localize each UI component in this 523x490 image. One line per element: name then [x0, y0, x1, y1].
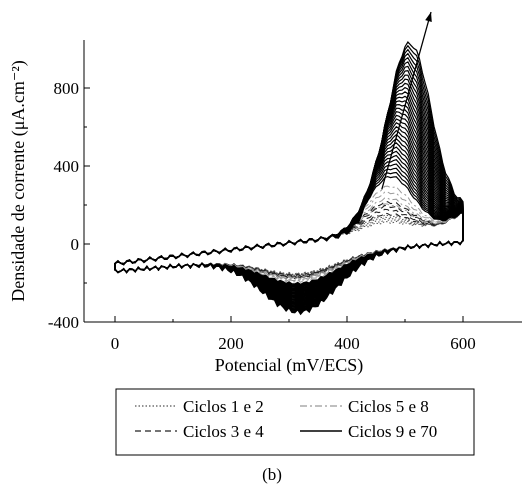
- cycle-line: [115, 115, 463, 298]
- y-tick-label: -400: [48, 313, 79, 332]
- series-ciclos-1-e-2: [115, 213, 463, 276]
- cycle-line: [115, 213, 463, 276]
- legend-label: Ciclos 5 e 8: [348, 397, 429, 416]
- x-tick-label: 600: [450, 334, 476, 353]
- cycle-line: [115, 213, 463, 275]
- y-tick-label: 400: [54, 157, 80, 176]
- x-axis-title: Potencial (mV/ECS): [215, 355, 363, 376]
- panel-label: (b): [262, 465, 282, 484]
- arrow-head: [425, 12, 432, 22]
- cycle-line: [115, 127, 463, 296]
- legend-label: Ciclos 1 e 2: [183, 397, 264, 416]
- legend: Ciclos 1 e 2 Ciclos 3 e 4 Ciclos 5 e 8 Cicl…: [116, 389, 474, 455]
- legend-label: Ciclos 9 e 70: [348, 422, 437, 441]
- x-tick-label: 200: [218, 334, 244, 353]
- y-tick-label: 0: [71, 235, 80, 254]
- x-tick-label: 0: [111, 334, 120, 353]
- cycle-line: [115, 92, 463, 304]
- y-tick-label: 800: [54, 79, 80, 98]
- cycle-line: [115, 213, 463, 275]
- x-tick-label: 400: [334, 334, 360, 353]
- cycle-line: [115, 213, 463, 276]
- y-axis-title: Densidade de corrente (μA.cm⁻²): [8, 60, 29, 301]
- legend-label: Ciclos 3 e 4: [183, 422, 264, 441]
- cycle-line: [115, 209, 463, 277]
